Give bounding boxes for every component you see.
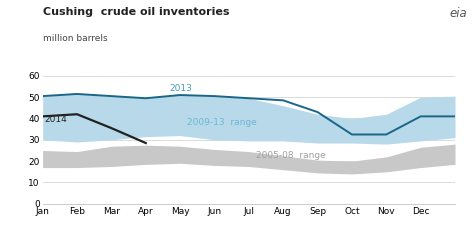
Text: 2009-13  range: 2009-13 range <box>187 118 257 127</box>
Text: eia: eia <box>449 7 467 20</box>
Text: million barrels: million barrels <box>43 34 107 43</box>
Text: 2014: 2014 <box>45 115 67 124</box>
Text: 2013: 2013 <box>170 84 193 93</box>
Text: Cushing  crude oil inventories: Cushing crude oil inventories <box>43 7 229 17</box>
Text: 2005-08  range: 2005-08 range <box>255 151 326 160</box>
